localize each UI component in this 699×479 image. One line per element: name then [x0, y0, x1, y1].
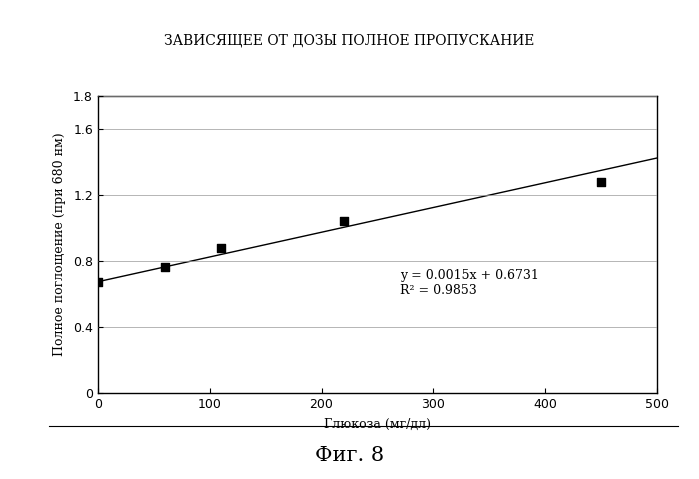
Text: Фиг. 8: Фиг. 8	[315, 445, 384, 465]
Point	[596, 178, 607, 185]
Point	[159, 263, 171, 271]
Point	[338, 217, 350, 225]
Point	[215, 245, 226, 252]
Point	[92, 278, 103, 286]
Text: ЗАВИСЯЩЕЕ ОТ ДОЗЫ ПОЛНОЕ ПРОПУСКАНИЕ: ЗАВИСЯЩЕЕ ОТ ДОЗЫ ПОЛНОЕ ПРОПУСКАНИЕ	[164, 34, 535, 47]
Text: y = 0.0015x + 0.6731
R² = 0.9853: y = 0.0015x + 0.6731 R² = 0.9853	[400, 269, 539, 297]
X-axis label: Глюкоза (мг/дл): Глюкоза (мг/дл)	[324, 418, 431, 431]
Y-axis label: Полное поглощение (при 680 нм): Полное поглощение (при 680 нм)	[53, 133, 66, 356]
